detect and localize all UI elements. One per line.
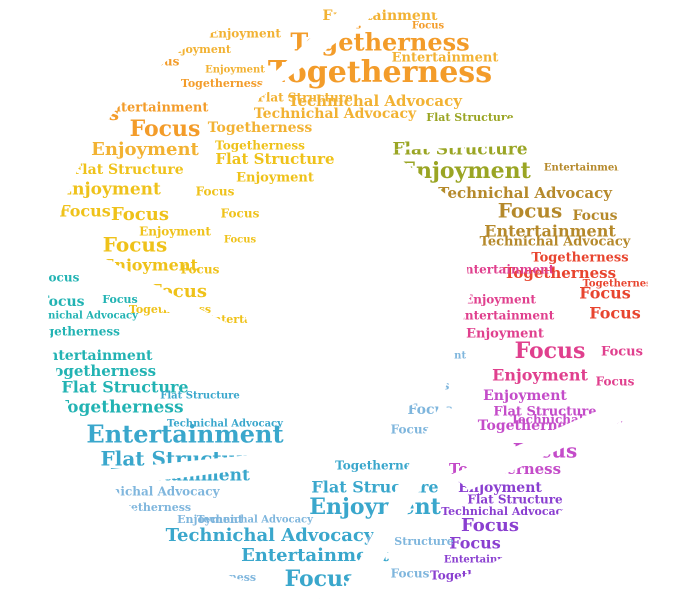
word: Technichal Advocacy: [288, 92, 463, 110]
word: Flat Structure: [61, 378, 188, 397]
word: Entertainment: [86, 420, 283, 449]
word: Enjoyment: [205, 65, 265, 76]
word: Focus: [196, 185, 235, 199]
word: Entertainment: [456, 263, 555, 277]
word: Togetherness: [56, 398, 183, 418]
word: Technichal Advocacy: [166, 525, 375, 546]
word: Entertainment: [392, 51, 499, 66]
word: Focus: [285, 566, 356, 592]
word: Enjoyment: [492, 366, 588, 385]
word: Focus: [41, 271, 80, 285]
word: Focus: [515, 338, 586, 364]
center-hole: [245, 155, 470, 430]
word: Entertainment: [241, 545, 390, 566]
word: Focus: [102, 293, 137, 306]
word: Focus: [391, 567, 430, 581]
word: Focus: [596, 375, 635, 389]
word: Enjoyment: [177, 513, 244, 526]
word: Flat Structure: [72, 162, 183, 178]
word: Togetherness: [215, 139, 305, 153]
word: Technichal Advocacy: [480, 235, 631, 250]
word: Focus: [391, 423, 430, 437]
word: Technichal Advocacy: [438, 184, 613, 202]
word: Technichal Advocacy: [22, 311, 139, 322]
word: Entertainment: [544, 163, 627, 174]
word: Entertainment: [484, 222, 616, 241]
word: Enjoyment: [91, 139, 199, 160]
word: Focus: [461, 515, 519, 536]
word: Flat Structure: [493, 405, 596, 420]
word: Flat Structure: [426, 111, 513, 124]
word: Enjoyment: [102, 256, 198, 275]
word: Focus: [601, 345, 643, 360]
aperture-gap: [450, 375, 680, 490]
word: Enjoyment: [309, 494, 441, 520]
word: Togetherness: [208, 120, 313, 136]
word: Flat Structure: [160, 391, 239, 402]
word: Technichal Advocacy: [167, 419, 284, 430]
word: Focus: [181, 263, 220, 277]
word: Togetherness: [181, 77, 263, 90]
word: Technichal Advocacy: [254, 106, 417, 122]
word: Enjoyment: [139, 225, 211, 239]
word: Enjoyment: [464, 293, 536, 307]
word: Focus: [579, 284, 631, 303]
word: Focus: [224, 235, 257, 246]
word: Entertainment: [102, 101, 209, 116]
word: Flat Structure: [215, 150, 334, 168]
word: Flat Structure: [467, 493, 563, 507]
word: Enjoyment: [59, 180, 161, 200]
word: Entertainment: [444, 555, 527, 566]
word: Technichal Advocacy: [441, 505, 569, 518]
aperture-gap: [330, 405, 460, 616]
word: Focus: [103, 233, 167, 257]
word: Focus: [130, 116, 201, 142]
word: Enjoyment: [209, 27, 281, 41]
aperture-gap: [45, 240, 240, 345]
word: Togetherness: [583, 279, 658, 290]
word: Enjoyment: [236, 171, 314, 186]
word: Flat Structure: [257, 91, 353, 105]
word: Focus: [59, 202, 111, 221]
word: Togetherness: [30, 325, 120, 339]
word: Focus: [412, 21, 445, 32]
word: Focus: [498, 199, 562, 223]
word: Focus: [221, 207, 260, 221]
word: Focus: [572, 208, 617, 224]
word: Focus: [39, 294, 84, 310]
word: Entertainment: [37, 348, 153, 364]
word: Technichal Advocacy: [197, 515, 314, 526]
aperture-gap: [225, 0, 395, 120]
word: Togetherness: [44, 362, 156, 380]
word: Entertainment: [456, 309, 555, 323]
word: Enjoyment: [483, 388, 567, 404]
word: Focus: [589, 304, 641, 323]
word: Togetherness: [335, 459, 425, 473]
word: Focus: [449, 534, 501, 553]
word: Togetherness: [531, 251, 628, 266]
word: Enjoyment: [466, 327, 544, 342]
word: Togetherness: [504, 264, 616, 282]
word: Focus: [111, 204, 169, 225]
